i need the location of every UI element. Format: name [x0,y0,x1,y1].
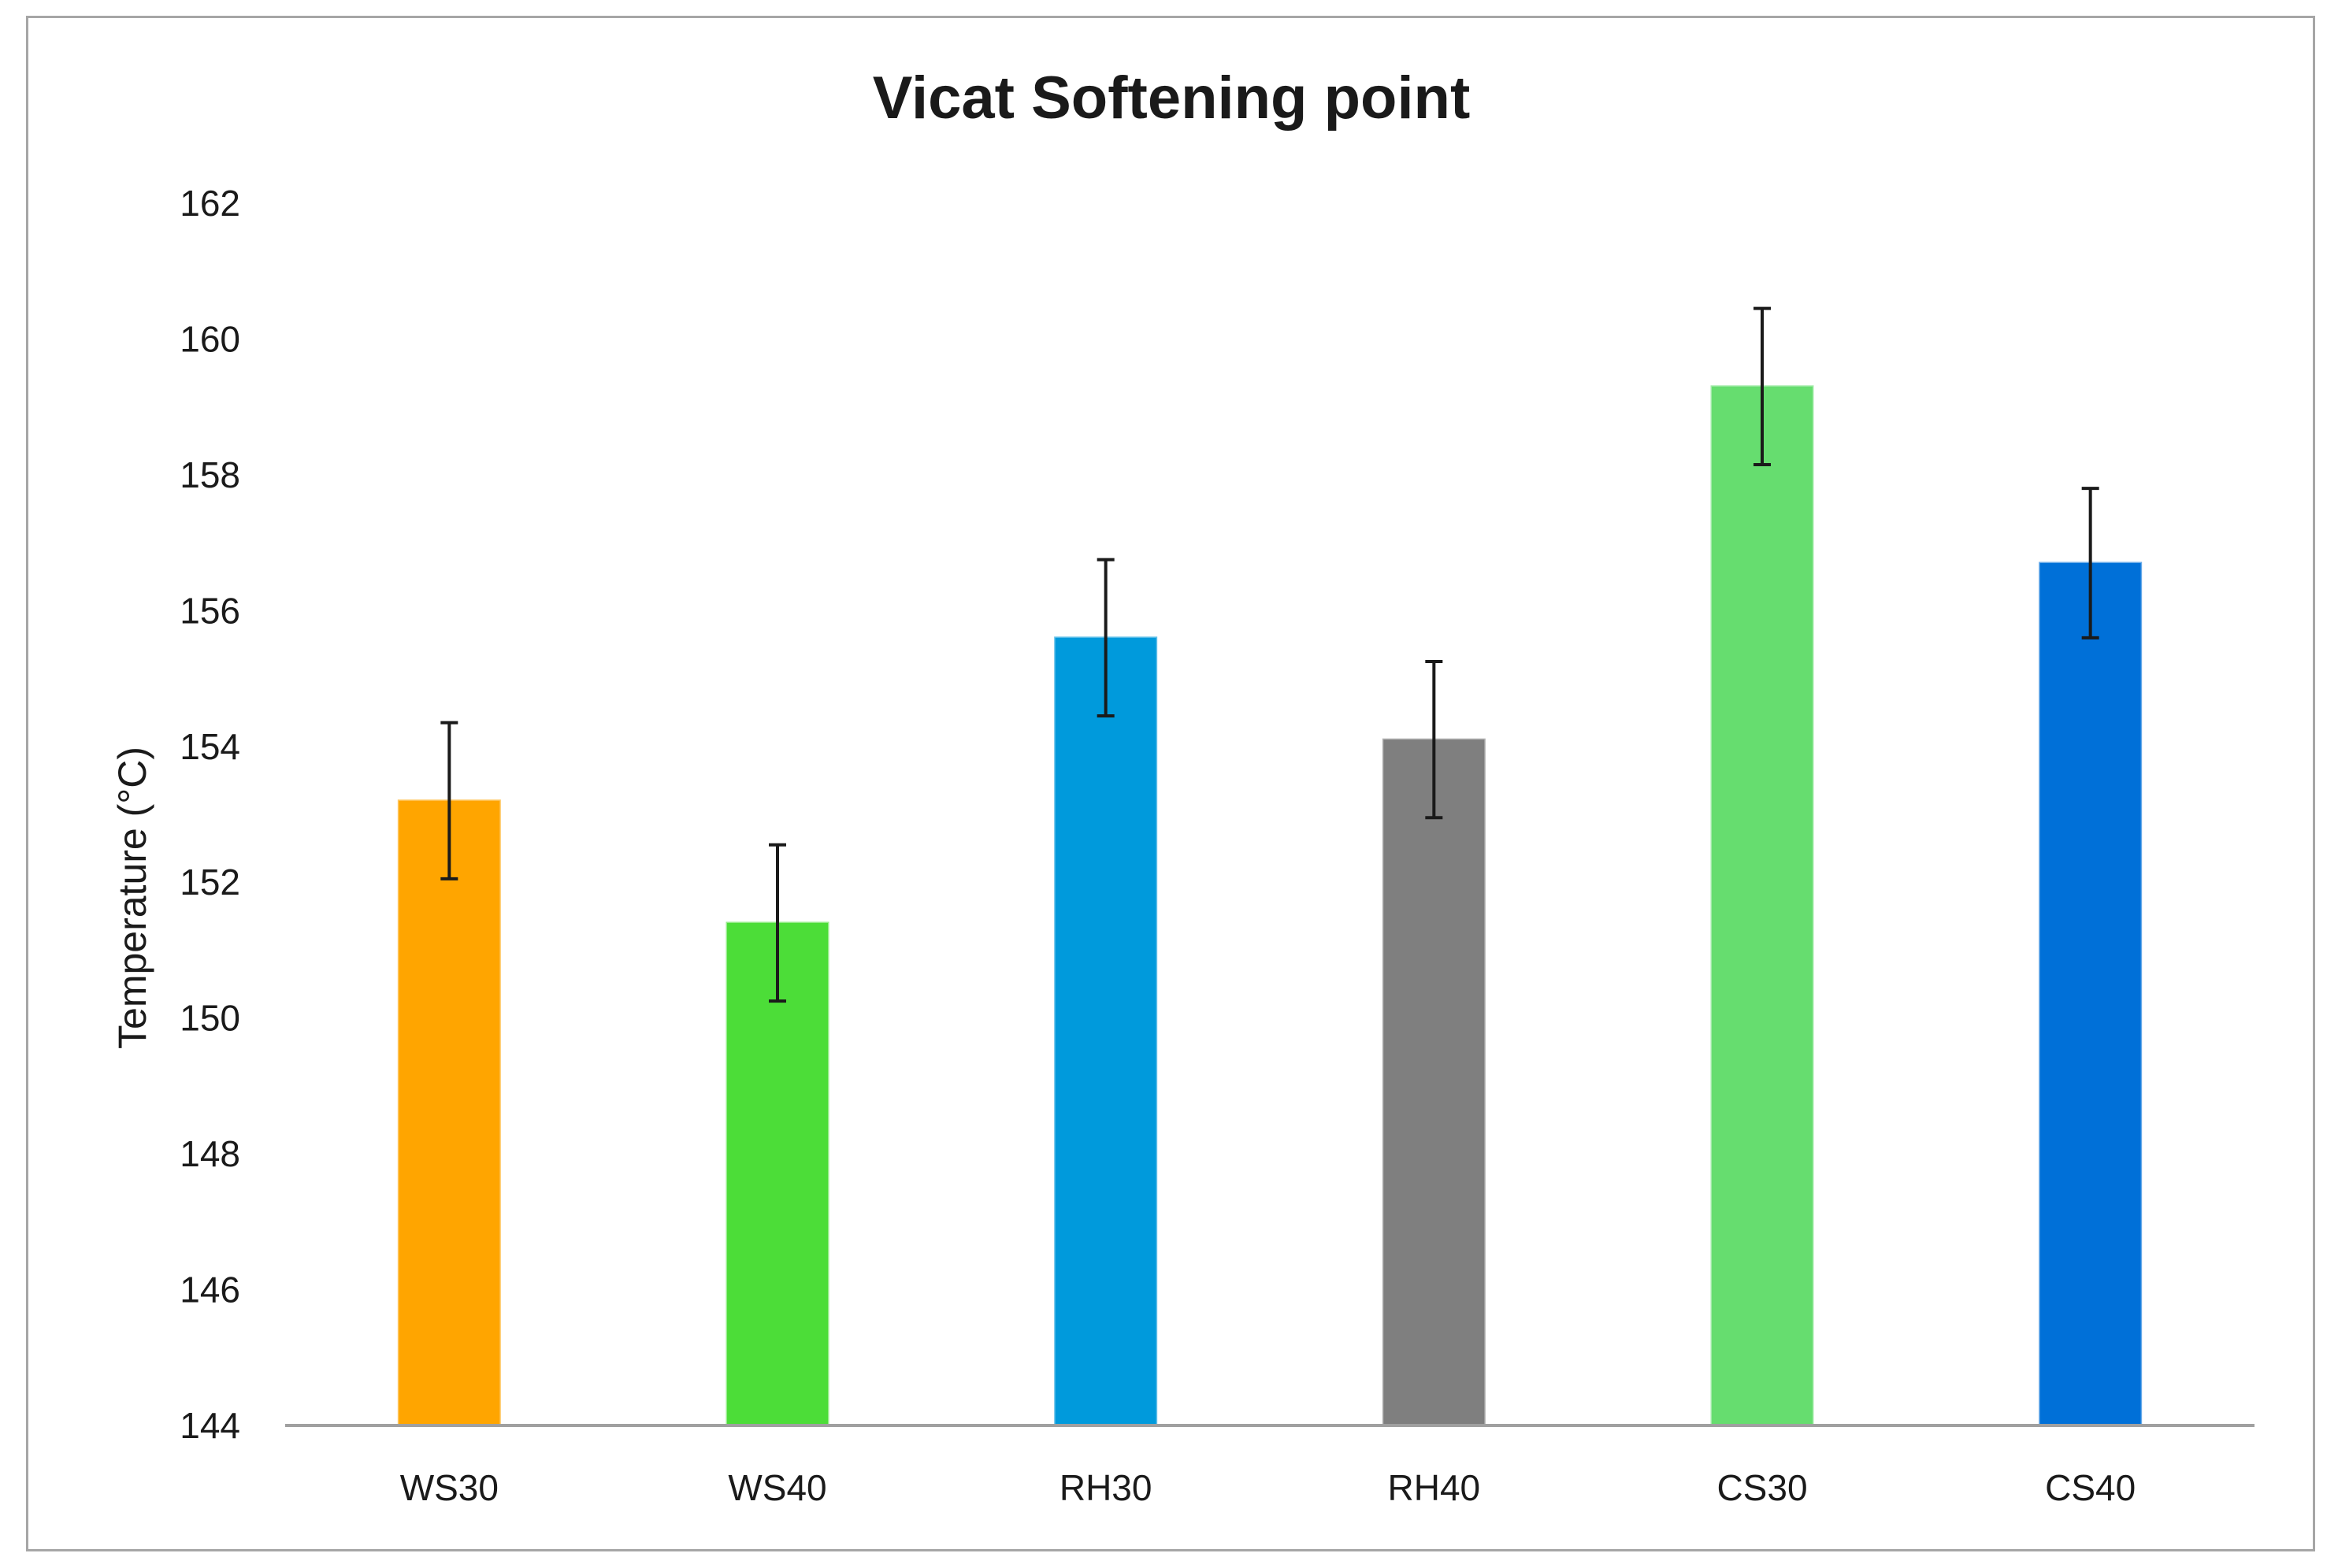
x-tick-label: WS40 [728,1467,826,1508]
bar-rh30 [1054,636,1158,1427]
error-bar-rh40 [1425,660,1443,820]
error-bar-rh30 [1097,558,1115,717]
bar-ws30 [397,799,501,1427]
x-tick-label: RH40 [1388,1467,1481,1508]
y-tick-label: 160 [180,318,240,359]
error-bar-cs30 [1754,306,1771,466]
chart-title: Vicat Softening point [873,65,1471,132]
y-tick-label: 148 [180,1133,240,1174]
y-tick-label: 150 [180,998,240,1039]
bar-ws40 [726,921,829,1427]
bar-rh40 [1382,738,1486,1427]
y-tick-label: 156 [180,590,240,631]
error-bar-ws30 [440,721,458,880]
y-tick-label: 162 [180,183,240,224]
y-tick-label: 158 [180,454,240,495]
y-axis-title: Temperature (°C) [110,747,154,1049]
bars [397,385,2143,1427]
bar-cs40 [2039,562,2143,1427]
y-tick-label: 154 [180,726,240,767]
y-tick-label: 144 [180,1405,240,1446]
x-tick-label: CS40 [2045,1467,2136,1508]
x-tick-label: CS30 [1716,1467,1807,1508]
bar-cs30 [1710,385,1814,1427]
error-bars [440,306,2099,1003]
x-tick-label: WS30 [400,1467,499,1508]
y-tick-label: 146 [180,1270,240,1310]
y-axis-ticks: 144 146 148 150 152 154 156 158 160 162 [180,183,240,1446]
y-tick-label: 152 [180,862,240,903]
error-bar-ws40 [769,843,786,1003]
x-tick-label: RH30 [1060,1467,1152,1508]
error-bar-cs40 [2081,487,2099,639]
x-axis-ticks: WS30 WS40 RH30 RH40 CS30 CS40 [400,1467,2136,1508]
